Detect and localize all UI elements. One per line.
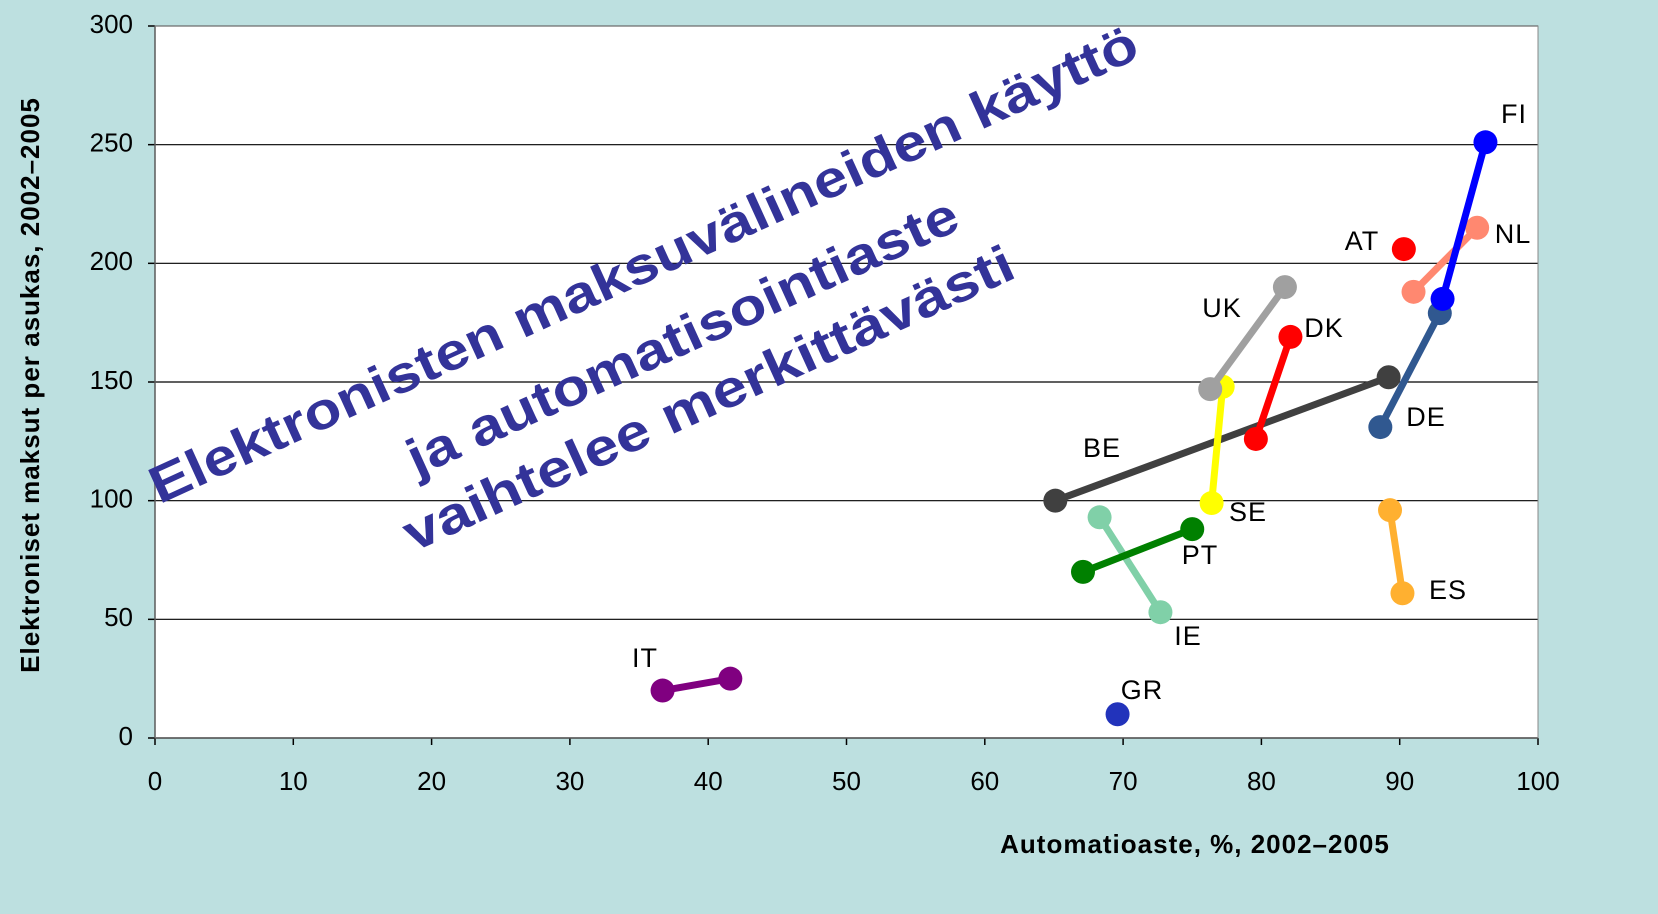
connector-line — [1411, 225, 1480, 295]
point — [1390, 581, 1415, 606]
country-label: PT — [1182, 540, 1219, 570]
point — [1473, 130, 1498, 155]
point — [1378, 498, 1403, 523]
x-tick-label: 60 — [970, 766, 999, 796]
y-tick-label: 300 — [90, 9, 133, 39]
x-tick-label: 90 — [1385, 766, 1414, 796]
x-tick-label: 40 — [694, 766, 723, 796]
x-tick-label: 100 — [1516, 766, 1559, 796]
point — [1278, 324, 1303, 349]
y-tick-label: 200 — [90, 246, 133, 276]
connector-line — [1252, 335, 1294, 441]
country-label: IE — [1174, 621, 1202, 651]
x-tick-label: 10 — [279, 766, 308, 796]
connector-line — [1081, 525, 1194, 576]
point — [650, 678, 675, 703]
y-tick-label: 150 — [90, 365, 133, 395]
point — [1465, 215, 1490, 240]
connector-line — [1208, 386, 1227, 504]
connector-line — [1096, 515, 1164, 615]
point — [1376, 365, 1401, 390]
point — [1368, 415, 1393, 440]
point — [1430, 286, 1455, 311]
y-tick-label: 250 — [90, 128, 133, 158]
point — [1198, 377, 1223, 402]
country-label: NL — [1495, 219, 1532, 249]
point — [1070, 559, 1095, 584]
point — [1180, 517, 1205, 542]
x-tick-label: 70 — [1109, 766, 1138, 796]
x-tick-label: 0 — [148, 766, 162, 796]
connector-line — [1439, 141, 1489, 300]
point — [1401, 279, 1426, 304]
point — [1148, 600, 1173, 625]
connector-line — [1054, 373, 1390, 504]
x-tick-label: 30 — [555, 766, 584, 796]
x-tick-label: 20 — [417, 766, 446, 796]
y-tick-label: 0 — [119, 721, 133, 751]
x-axis-title: Automatioaste, %, 2002–2005 — [1000, 829, 1390, 859]
x-tick-label: 80 — [1247, 766, 1276, 796]
connector-line — [1207, 284, 1288, 392]
country-label: FI — [1501, 99, 1527, 129]
point — [1243, 426, 1268, 451]
connector-line — [1386, 509, 1406, 594]
y-axis-title: Elektroniset maksut per asukas, 2002–200… — [15, 97, 45, 673]
point — [1105, 702, 1130, 727]
country-label: SE — [1229, 497, 1267, 527]
point — [718, 666, 743, 691]
country-label: UK — [1202, 293, 1242, 323]
country-label: AT — [1345, 226, 1380, 256]
country-label: BE — [1083, 433, 1121, 463]
country-label: IT — [632, 643, 658, 673]
y-tick-label: 100 — [90, 484, 133, 514]
x-tick-label: 50 — [832, 766, 861, 796]
point — [1087, 505, 1112, 530]
country-label: DE — [1406, 402, 1446, 432]
country-label: GR — [1121, 675, 1164, 705]
connector-line — [1377, 311, 1443, 429]
plot-border — [154, 25, 1539, 739]
country-label: DK — [1304, 313, 1344, 343]
country-label: ES — [1429, 575, 1467, 605]
point — [1272, 275, 1297, 300]
y-tick-label: 50 — [104, 602, 133, 632]
point — [1043, 488, 1068, 513]
point — [1199, 491, 1224, 516]
point — [1391, 237, 1416, 262]
